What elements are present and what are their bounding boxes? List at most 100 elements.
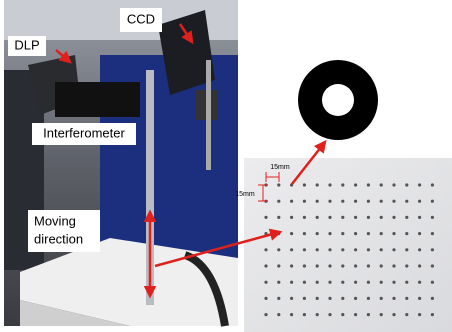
grid-dot bbox=[367, 297, 370, 300]
grid-dot bbox=[354, 248, 357, 251]
grid-dot bbox=[316, 216, 319, 219]
grid-dot bbox=[316, 313, 319, 316]
grid-dot bbox=[367, 264, 370, 267]
grid-dot bbox=[303, 200, 306, 203]
spacing-y-label: 15mm bbox=[235, 191, 255, 198]
grid-dot bbox=[367, 232, 370, 235]
interferometer-label: Interferometer bbox=[43, 125, 125, 140]
grid-dot bbox=[290, 297, 293, 300]
grid-dot bbox=[328, 232, 331, 235]
grid-dot bbox=[290, 248, 293, 251]
grid-dot bbox=[328, 264, 331, 267]
grid-dot bbox=[264, 281, 267, 284]
grid-dot bbox=[277, 281, 280, 284]
grid-dot bbox=[328, 183, 331, 186]
grid-dot bbox=[405, 297, 408, 300]
grid-dot bbox=[380, 313, 383, 316]
grid-dot bbox=[290, 264, 293, 267]
grid-dot bbox=[367, 313, 370, 316]
grid-dot bbox=[418, 248, 421, 251]
grid-dot bbox=[380, 297, 383, 300]
grid-dot bbox=[392, 183, 395, 186]
grid-dot bbox=[380, 183, 383, 186]
grid-dot bbox=[264, 313, 267, 316]
grid-dot bbox=[392, 281, 395, 284]
grid-dot bbox=[316, 281, 319, 284]
grid-dot bbox=[277, 297, 280, 300]
grid-dot bbox=[431, 297, 434, 300]
grid-dot bbox=[290, 313, 293, 316]
grid-dot bbox=[405, 200, 408, 203]
grid-dot bbox=[341, 232, 344, 235]
grid-dot bbox=[418, 281, 421, 284]
grid-dot bbox=[354, 264, 357, 267]
grid-dot bbox=[380, 281, 383, 284]
grid-dot bbox=[418, 200, 421, 203]
grid-dot bbox=[367, 183, 370, 186]
grid-dot bbox=[290, 232, 293, 235]
grid-dot bbox=[354, 232, 357, 235]
grid-dot bbox=[405, 313, 408, 316]
grid-dot bbox=[328, 200, 331, 203]
grid-dot bbox=[277, 183, 280, 186]
grid-dot bbox=[328, 216, 331, 219]
grid-dot bbox=[277, 313, 280, 316]
moving-label: direction bbox=[34, 231, 83, 246]
grid-dot bbox=[328, 248, 331, 251]
grid-dot bbox=[341, 216, 344, 219]
grid-dot bbox=[277, 248, 280, 251]
grid-dot bbox=[367, 281, 370, 284]
grid-dot bbox=[431, 248, 434, 251]
grid-dot bbox=[418, 183, 421, 186]
grid-dot bbox=[392, 297, 395, 300]
figure: DLP CCD Interferometer Moving direction … bbox=[0, 0, 452, 332]
grid-dot bbox=[354, 281, 357, 284]
grid-dot bbox=[290, 216, 293, 219]
grid-dot bbox=[418, 216, 421, 219]
grid-dot bbox=[380, 248, 383, 251]
grid-dot bbox=[431, 216, 434, 219]
grid-dot bbox=[405, 183, 408, 186]
grid-dot bbox=[380, 216, 383, 219]
grid-dot bbox=[405, 232, 408, 235]
grid-dot bbox=[405, 281, 408, 284]
grid-dot bbox=[367, 248, 370, 251]
grid-dot bbox=[405, 248, 408, 251]
grid-dot bbox=[328, 313, 331, 316]
grid-dot bbox=[290, 281, 293, 284]
moving-label: Moving bbox=[34, 213, 76, 228]
grid-dot bbox=[341, 200, 344, 203]
grid-dot bbox=[303, 232, 306, 235]
grid-dot bbox=[341, 313, 344, 316]
grid-dot bbox=[380, 264, 383, 267]
grid-dot bbox=[392, 264, 395, 267]
grid-dot bbox=[354, 183, 357, 186]
grid-dot bbox=[405, 216, 408, 219]
grid-dot bbox=[341, 248, 344, 251]
grid-dot bbox=[405, 264, 408, 267]
magnified-dot-hole bbox=[322, 84, 354, 116]
grid-dot bbox=[316, 248, 319, 251]
grid-dot bbox=[303, 264, 306, 267]
grid-dot bbox=[354, 216, 357, 219]
grid-dot bbox=[303, 313, 306, 316]
grid-dot bbox=[367, 216, 370, 219]
grid-dot bbox=[354, 297, 357, 300]
ccd-label: CCD bbox=[127, 11, 155, 26]
grid-dot bbox=[431, 281, 434, 284]
grid-dot bbox=[341, 297, 344, 300]
dlp-label: DLP bbox=[14, 37, 39, 52]
grid-dot bbox=[392, 313, 395, 316]
grid-dot bbox=[392, 248, 395, 251]
grid-dot bbox=[431, 183, 434, 186]
grid-dot bbox=[303, 281, 306, 284]
grid-dot bbox=[418, 232, 421, 235]
grid-dot bbox=[418, 297, 421, 300]
grid-dot bbox=[264, 297, 267, 300]
grid-dot bbox=[290, 200, 293, 203]
grid-dot bbox=[392, 216, 395, 219]
grid-dot bbox=[431, 264, 434, 267]
grid-dot bbox=[264, 248, 267, 251]
grid-dot bbox=[264, 264, 267, 267]
grid-dot bbox=[303, 297, 306, 300]
